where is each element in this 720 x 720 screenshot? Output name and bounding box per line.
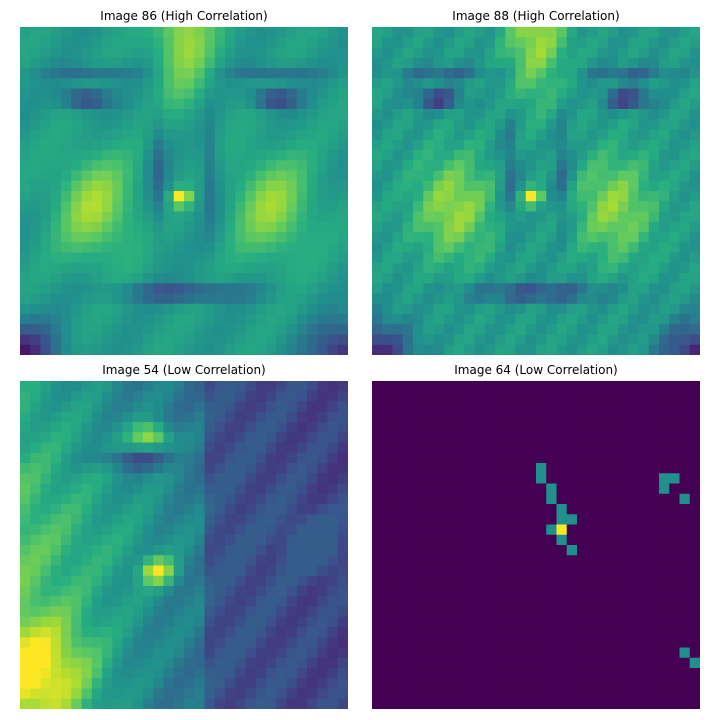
face-image-64 xyxy=(372,381,700,709)
face-image-88 xyxy=(372,27,700,355)
panel-title-image-86: Image 86 (High Correlation) xyxy=(100,9,268,23)
face-image-54 xyxy=(20,381,348,709)
panel-title-image-64: Image 64 (Low Correlation) xyxy=(454,363,618,377)
panel-title-image-88: Image 88 (High Correlation) xyxy=(452,9,620,23)
face-image-86 xyxy=(20,27,348,355)
panel-title-image-54: Image 54 (Low Correlation) xyxy=(102,363,266,377)
